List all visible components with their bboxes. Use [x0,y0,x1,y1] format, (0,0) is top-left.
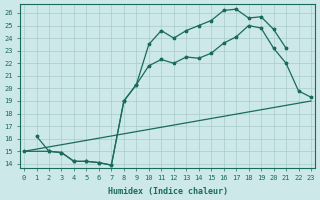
X-axis label: Humidex (Indice chaleur): Humidex (Indice chaleur) [108,187,228,196]
